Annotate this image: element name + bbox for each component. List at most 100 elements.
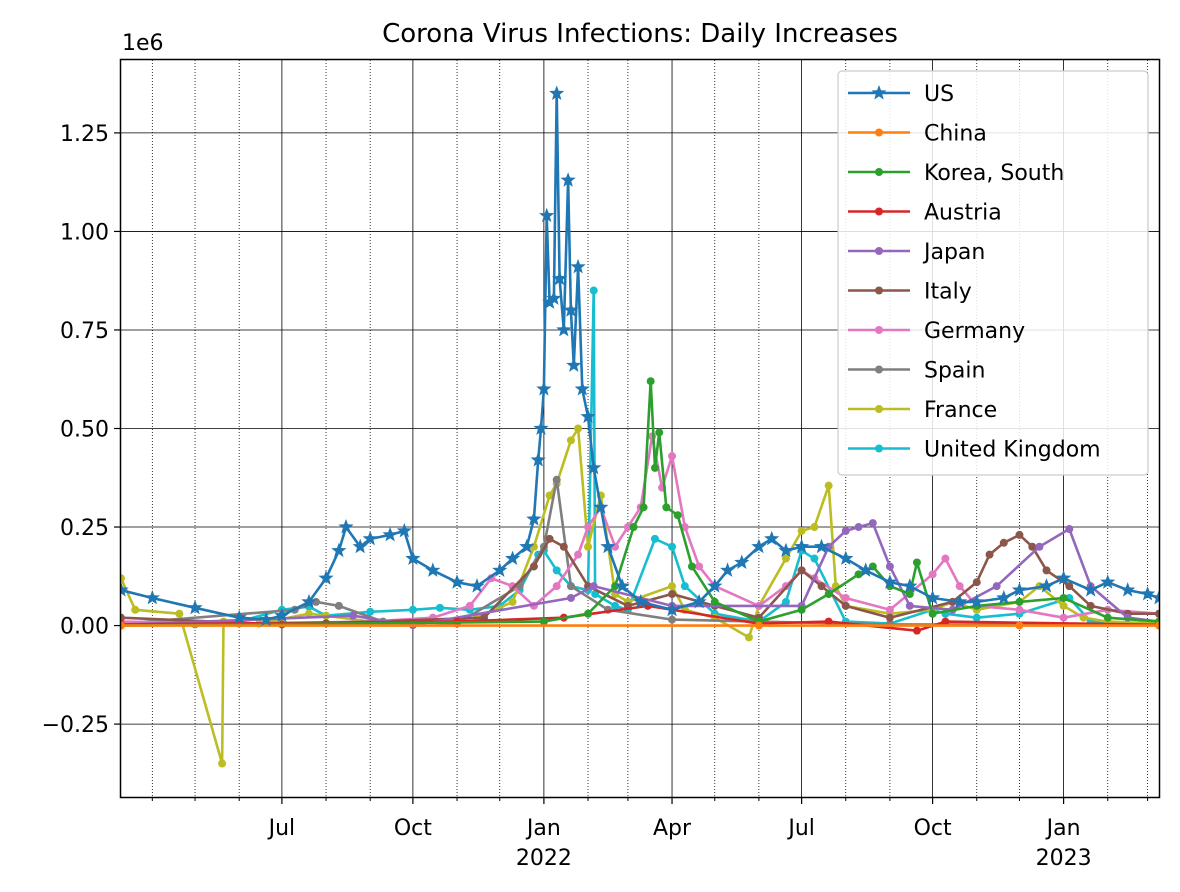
- data-point: [650, 534, 659, 543]
- data-point: [639, 503, 648, 512]
- data-point: [838, 550, 854, 565]
- data-point: [530, 452, 546, 467]
- legend-label: France: [924, 398, 997, 423]
- data-point: [556, 322, 572, 337]
- x-tick-label: 2022: [516, 846, 572, 871]
- data-point: [720, 562, 736, 577]
- data-point: [559, 542, 568, 551]
- data-point: [1140, 586, 1156, 601]
- data-point: [623, 523, 632, 532]
- data-point: [1100, 574, 1116, 589]
- data-point: [334, 601, 343, 610]
- data-point: [882, 574, 898, 589]
- legend-item: France: [848, 398, 997, 423]
- data-point: [1015, 597, 1024, 606]
- x-tick-label: Jul: [267, 816, 296, 841]
- data-point: [841, 593, 850, 602]
- legend-swatch-marker: [875, 128, 883, 137]
- data-point: [574, 550, 583, 559]
- data-point: [797, 605, 806, 614]
- data-point: [662, 503, 671, 512]
- x-tick-label: Oct: [914, 816, 952, 841]
- data-point: [1103, 613, 1112, 622]
- data-point: [611, 601, 620, 610]
- data-point: [794, 538, 810, 554]
- data-point: [999, 538, 1008, 547]
- data-point: [566, 357, 582, 372]
- legend-swatch-marker: [875, 168, 883, 176]
- data-point: [546, 290, 562, 305]
- legend-item: United Kingdom: [848, 438, 1101, 463]
- legend-swatch-marker: [875, 365, 883, 374]
- data-point: [925, 590, 941, 605]
- data-point: [985, 550, 994, 559]
- data-point: [646, 377, 655, 386]
- data-point: [941, 617, 950, 626]
- data-point: [614, 578, 630, 593]
- data-point: [121, 582, 129, 597]
- data-point: [121, 621, 125, 630]
- data-point: [992, 582, 1001, 591]
- data-point: [885, 613, 894, 622]
- data-point: [551, 270, 568, 286]
- data-point: [912, 558, 921, 567]
- data-point: [1083, 582, 1099, 597]
- legend-item: Spain: [848, 359, 985, 384]
- data-point: [349, 611, 358, 620]
- data-point: [584, 542, 593, 551]
- legend-swatch-marker: [875, 286, 883, 295]
- data-point: [465, 601, 474, 610]
- data-point: [841, 526, 850, 535]
- data-point: [668, 542, 677, 551]
- data-point: [691, 593, 707, 609]
- series-line: [121, 521, 1159, 627]
- data-point: [1120, 582, 1136, 597]
- data-point: [449, 574, 465, 589]
- legend-swatch-marker: [875, 444, 883, 453]
- data-point: [1015, 621, 1024, 630]
- data-point: [710, 597, 719, 606]
- legend-label: United Kingdom: [924, 438, 1101, 463]
- data-point: [338, 519, 354, 534]
- data-point: [218, 759, 227, 768]
- data-point: [1056, 570, 1072, 585]
- data-point: [810, 554, 819, 563]
- data-point: [707, 578, 723, 593]
- data-point: [566, 593, 575, 602]
- data-point: [817, 582, 826, 591]
- data-point: [912, 626, 921, 635]
- legend-swatch-marker: [875, 326, 883, 334]
- data-point: [854, 570, 863, 579]
- data-point: [941, 554, 950, 563]
- y-axis: −0.25 0.00 0.25 0.50 0.75 1.00 1.25: [42, 122, 121, 738]
- legend-item: Japan: [848, 240, 985, 265]
- data-point: [885, 562, 894, 571]
- data-point: [680, 582, 689, 591]
- legend-swatch-marker: [871, 85, 887, 100]
- data-point: [824, 617, 833, 626]
- data-point: [435, 603, 444, 612]
- data-point: [668, 582, 677, 591]
- data-point: [797, 526, 806, 535]
- data-point: [1059, 601, 1068, 610]
- data-point: [734, 554, 750, 569]
- legend-label: China: [924, 122, 987, 147]
- data-point: [813, 538, 830, 554]
- data-point: [928, 609, 937, 618]
- data-point: [1038, 578, 1055, 593]
- data-point: [885, 605, 894, 614]
- data-point: [318, 570, 334, 585]
- data-point: [751, 538, 767, 554]
- data-point: [797, 566, 806, 575]
- data-point: [600, 538, 616, 554]
- data-point: [539, 617, 548, 626]
- data-point: [1065, 582, 1074, 591]
- data-point: [405, 550, 421, 565]
- data-point: [362, 530, 378, 546]
- legend-label: Japan: [922, 240, 985, 265]
- data-point: [1155, 609, 1159, 618]
- data-point: [542, 294, 558, 309]
- data-point: [687, 562, 696, 571]
- data-point: [408, 605, 417, 614]
- data-point: [972, 578, 981, 587]
